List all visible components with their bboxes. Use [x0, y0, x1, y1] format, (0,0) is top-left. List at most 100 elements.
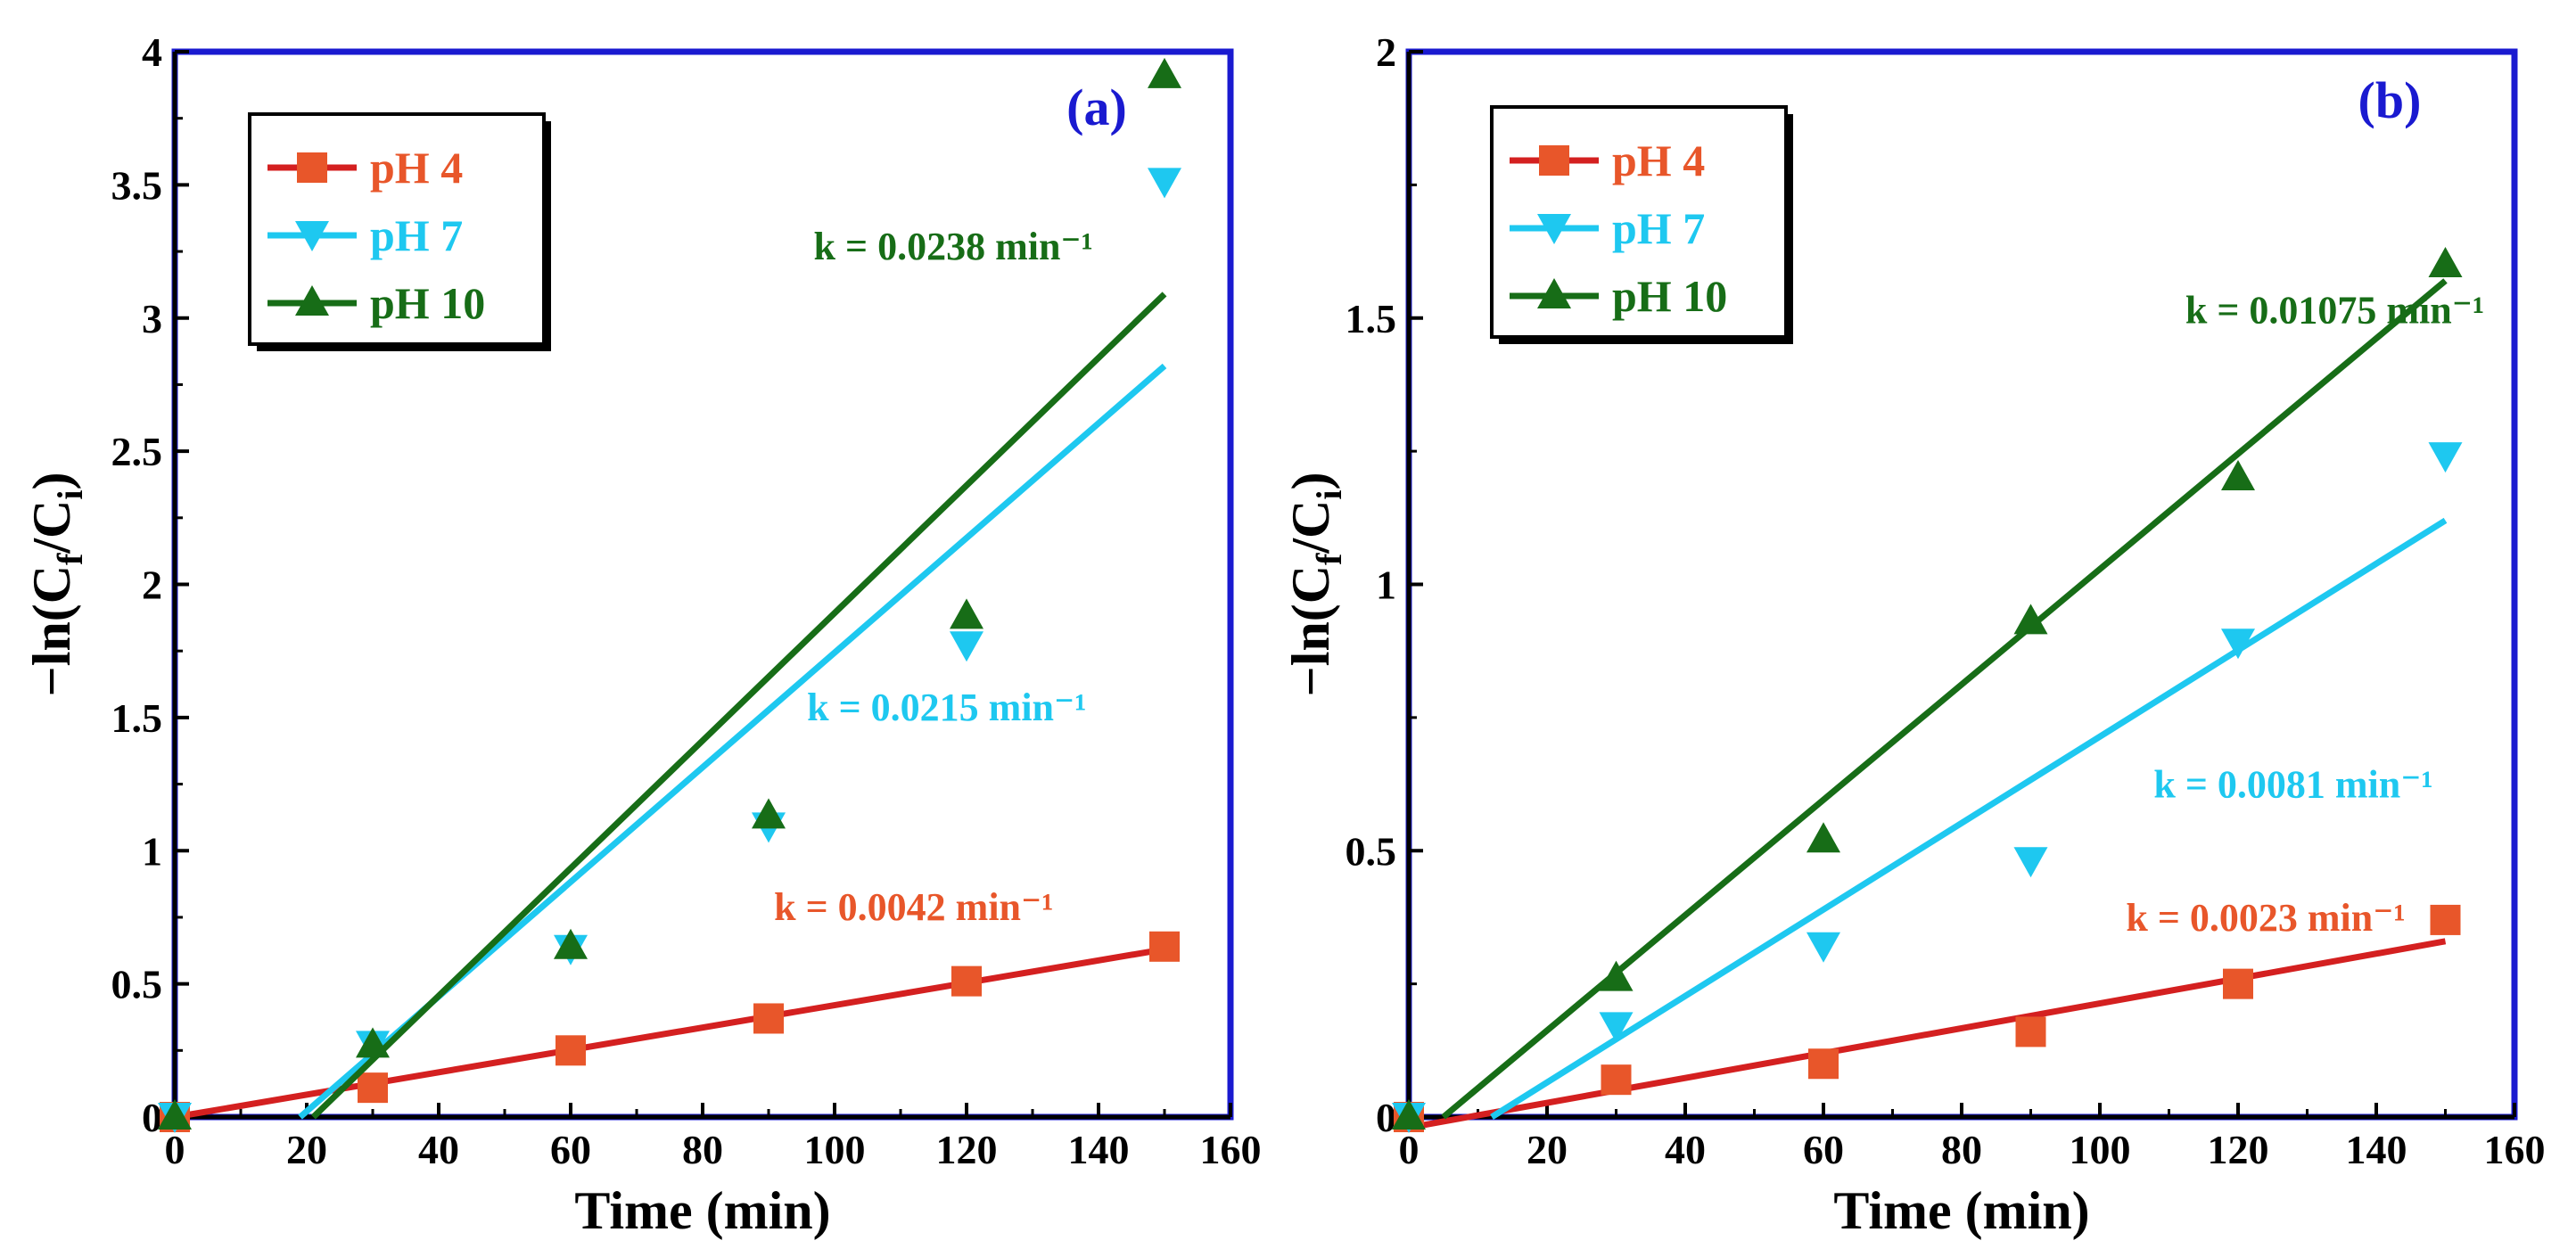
y-tick-label: 3	[142, 296, 162, 341]
data-point	[950, 631, 983, 662]
data-point	[1808, 1048, 1839, 1080]
y-tick-label: 1.5	[1346, 296, 1397, 341]
rate-constant-label: k = 0.0042 min⁻¹	[774, 885, 1053, 929]
data-point	[556, 1035, 586, 1066]
y-axis-title-part: /C	[22, 500, 81, 555]
x-tick-label: 120	[936, 1127, 998, 1172]
data-point	[2221, 628, 2255, 660]
x-tick-label: 160	[1200, 1127, 1262, 1172]
data-point	[1806, 822, 1840, 853]
x-axis-title: Time (min)	[574, 1181, 830, 1240]
legend-entry: pH 10	[267, 278, 485, 328]
y-tick-label: 0.5	[1346, 828, 1397, 874]
data-point	[950, 598, 983, 629]
chart-panel-a: 0 20 40 60 80 100 120 140 160 0 0.5 1 1.5 2 2.5 3 3.5 4 Ti…	[22, 29, 1262, 1240]
panel-label: (b)	[2358, 71, 2422, 129]
legend-entry: pH 4	[1510, 136, 1705, 185]
x-tick-label: 120	[2208, 1127, 2269, 1172]
y-axis-title-part: i	[1309, 489, 1349, 499]
x-tick-label: 60	[1803, 1127, 1844, 1172]
data-point	[2428, 247, 2463, 277]
data-point	[356, 1027, 390, 1058]
data-point	[753, 1003, 784, 1034]
rate-constant-label: k = 0.0023 min⁻¹	[2126, 896, 2405, 940]
y-tick-label: 2	[142, 563, 162, 608]
y-tick-label: 1.5	[111, 695, 163, 741]
y-axis-title-part: )	[1281, 472, 1340, 490]
x-axis-title: Time (min)	[1833, 1181, 2089, 1240]
legend: pH 4 pH 7 pH 10	[1490, 105, 1793, 344]
y-tick-label: 3.5	[111, 162, 163, 208]
y-axis-title: −ln(Cf/Ci)	[22, 472, 90, 697]
x-tick-label: 160	[2484, 1127, 2546, 1172]
legend: pH 4 pH 7 pH 10	[248, 112, 551, 351]
x-tick-label: 140	[1068, 1127, 1130, 1172]
data-point	[2013, 847, 2048, 878]
y-axis-title-part: )	[22, 472, 81, 490]
y-axis-title: −ln(Cf/Ci)	[1281, 472, 1349, 697]
panel-label: (a)	[1066, 78, 1127, 136]
legend-marker	[297, 152, 327, 183]
data-point	[1599, 960, 1634, 991]
fit-line	[310, 292, 1167, 1120]
x-tick-label: 20	[286, 1127, 327, 1172]
y-axis-title-part: i	[50, 489, 90, 499]
x-tick-label: 80	[1941, 1127, 1982, 1172]
series-ph-4: k = 0.0042 min⁻¹	[160, 885, 1180, 1132]
data-point	[2223, 968, 2253, 999]
data-point	[1148, 168, 1181, 199]
legend-entry: pH 4	[267, 143, 463, 193]
data-point	[1601, 1064, 1632, 1096]
data-point	[2221, 460, 2255, 490]
legend-label: pH 10	[370, 278, 485, 328]
x-tick-label: 40	[418, 1127, 459, 1172]
legend-marker	[1537, 278, 1571, 308]
fit-line	[1408, 938, 2447, 1131]
data-point	[2430, 904, 2461, 935]
x-tick-label: 140	[2346, 1127, 2407, 1172]
data-point	[951, 965, 982, 997]
x-tick-label: 100	[2070, 1127, 2131, 1172]
x-tick-label: 80	[682, 1127, 723, 1172]
rate-constant-label: k = 0.01075 min⁻¹	[2185, 289, 2484, 333]
series-ph-4: k = 0.0023 min⁻¹	[1394, 896, 2461, 1132]
data-point	[1806, 932, 1840, 963]
legend-label: pH 10	[1612, 271, 1727, 321]
fit-line	[174, 946, 1165, 1121]
x-tick-label: 0	[165, 1127, 185, 1172]
y-tick-label: 0.5	[111, 962, 163, 1007]
data-point	[1392, 1099, 1426, 1130]
data-point	[158, 1099, 192, 1130]
legend-marker	[1537, 214, 1571, 244]
x-tick-label: 100	[804, 1127, 866, 1172]
legend-entry: pH 7	[267, 210, 463, 260]
series-ph-10: k = 0.01075 min⁻¹	[1392, 247, 2484, 1130]
y-axis-title-part: f	[1309, 553, 1349, 565]
y-tick-label: 2	[1376, 29, 1396, 75]
x-tick-label: 0	[1399, 1127, 1420, 1172]
y-tick-label: 1	[1376, 563, 1396, 608]
data-point	[1149, 931, 1180, 962]
data-point	[1599, 1012, 1634, 1043]
data-point	[554, 928, 588, 959]
data-point	[358, 1072, 388, 1104]
x-tick-label: 60	[550, 1127, 591, 1172]
y-tick-label: 1	[142, 828, 162, 874]
legend-label: pH 7	[1612, 203, 1705, 253]
data-point	[2013, 604, 2048, 635]
data-point	[1148, 57, 1181, 88]
legend-label: pH 4	[370, 143, 463, 193]
y-tick-label: 4	[142, 29, 162, 75]
data-point	[752, 798, 786, 829]
series-ph-7: k = 0.0081 min⁻¹	[1392, 442, 2463, 1133]
legend-label: pH 7	[370, 210, 463, 260]
legend-marker	[1539, 145, 1569, 176]
rate-constant-label: k = 0.0081 min⁻¹	[2153, 763, 2432, 807]
rate-constant-label: k = 0.0215 min⁻¹	[807, 686, 1086, 729]
y-tick-label: 0	[142, 1095, 162, 1140]
data-point	[2428, 442, 2463, 473]
legend-marker	[295, 285, 329, 316]
legend-marker	[295, 221, 329, 251]
data-point	[2015, 1016, 2046, 1048]
